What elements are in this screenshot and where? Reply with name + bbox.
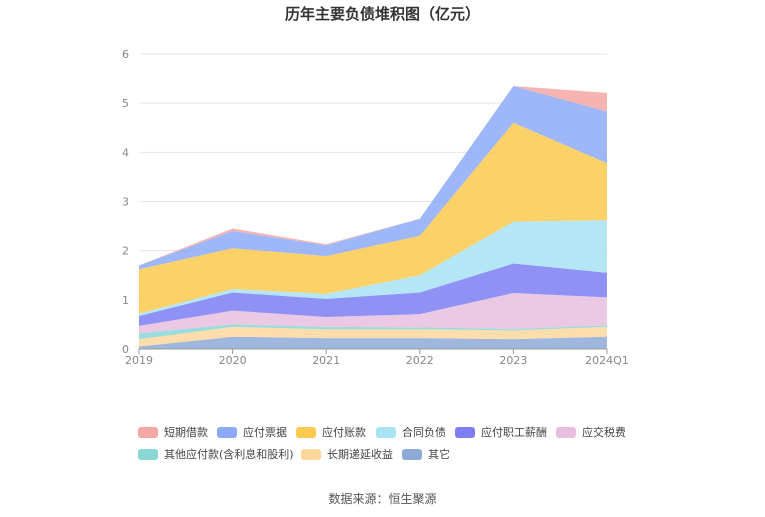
legend-item-accounts-payable[interactable]: 应付账款 bbox=[296, 424, 366, 440]
x-tick-label: 2023 bbox=[499, 354, 527, 367]
area-其它 bbox=[139, 336, 607, 349]
legend-label: 应付职工薪酬 bbox=[481, 426, 547, 439]
legend-label: 应交税费 bbox=[582, 426, 626, 439]
y-tick-label: 4 bbox=[122, 146, 129, 159]
x-tick-label: 2024Q1 bbox=[585, 354, 629, 367]
legend-swatch bbox=[138, 426, 158, 438]
area-应付职工薪酬 bbox=[139, 263, 607, 326]
legend-label: 短期借款 bbox=[164, 426, 208, 439]
legend-label: 长期递延收益 bbox=[327, 448, 393, 461]
area-短期借款 bbox=[139, 85, 607, 266]
legend-swatch bbox=[556, 426, 576, 438]
x-tick-label: 2019 bbox=[125, 354, 153, 367]
legend-item-short-term-loans[interactable]: 短期借款 bbox=[138, 424, 208, 440]
y-tick-label: 6 bbox=[122, 48, 129, 61]
y-tick-label: 1 bbox=[122, 294, 129, 307]
chart-title: 历年主要负债堆积图（亿元） bbox=[284, 5, 480, 23]
area-应交税费 bbox=[139, 292, 607, 334]
legend-swatch bbox=[296, 426, 316, 438]
legend-item-contract-liabilities[interactable]: 合同负债 bbox=[376, 424, 446, 440]
legend-item-employee-payables[interactable]: 应付职工薪酬 bbox=[455, 424, 547, 440]
legend-label: 其它 bbox=[428, 448, 450, 461]
area-series bbox=[139, 85, 607, 349]
legend-swatch bbox=[217, 426, 237, 438]
x-tick-label: 2021 bbox=[312, 354, 340, 367]
x-tick-label: 2020 bbox=[219, 354, 247, 367]
legend-label: 应付账款 bbox=[322, 426, 366, 439]
area-应付账款 bbox=[139, 122, 607, 314]
legend-item-deferred-income[interactable]: 长期递延收益 bbox=[301, 446, 393, 462]
legend-swatch bbox=[376, 426, 396, 438]
y-tick-label: 2 bbox=[122, 245, 129, 258]
legend-swatch bbox=[402, 448, 422, 460]
legend-swatch bbox=[301, 448, 321, 460]
x-tick-label: 2022 bbox=[406, 354, 434, 367]
y-tick-label: 0 bbox=[122, 343, 129, 356]
area-其他应付款(含利息和股利) bbox=[139, 324, 607, 340]
area-长期递延收益 bbox=[139, 326, 607, 347]
legend-label: 其他应付款(含利息和股利) bbox=[164, 448, 294, 461]
legend-swatch bbox=[455, 426, 475, 438]
area-应付票据 bbox=[139, 85, 607, 270]
data-source-note: 数据来源：恒生聚源 bbox=[328, 492, 437, 506]
legend-item-notes-payable[interactable]: 应付票据 bbox=[217, 424, 287, 440]
legend-item-other-payables[interactable]: 其他应付款(含利息和股利) bbox=[138, 446, 294, 462]
y-tick-label: 3 bbox=[122, 196, 129, 209]
legend-item-other[interactable]: 其它 bbox=[402, 446, 450, 462]
legend-label: 应付票据 bbox=[243, 426, 287, 439]
stacked-area-chart: 0 1 2 3 4 5 6 2019 2020 2021 2022 2023 2024Q1 bbox=[122, 48, 629, 367]
legend-label: 合同负债 bbox=[402, 426, 446, 439]
area-合同负债 bbox=[139, 220, 607, 317]
legend-item-taxes-payable[interactable]: 应交税费 bbox=[556, 424, 626, 440]
axes: 0 1 2 3 4 5 6 2019 2020 2021 2022 2023 2024Q1 bbox=[122, 48, 629, 367]
y-tick-label: 5 bbox=[122, 97, 129, 110]
legend-swatch bbox=[138, 448, 158, 460]
